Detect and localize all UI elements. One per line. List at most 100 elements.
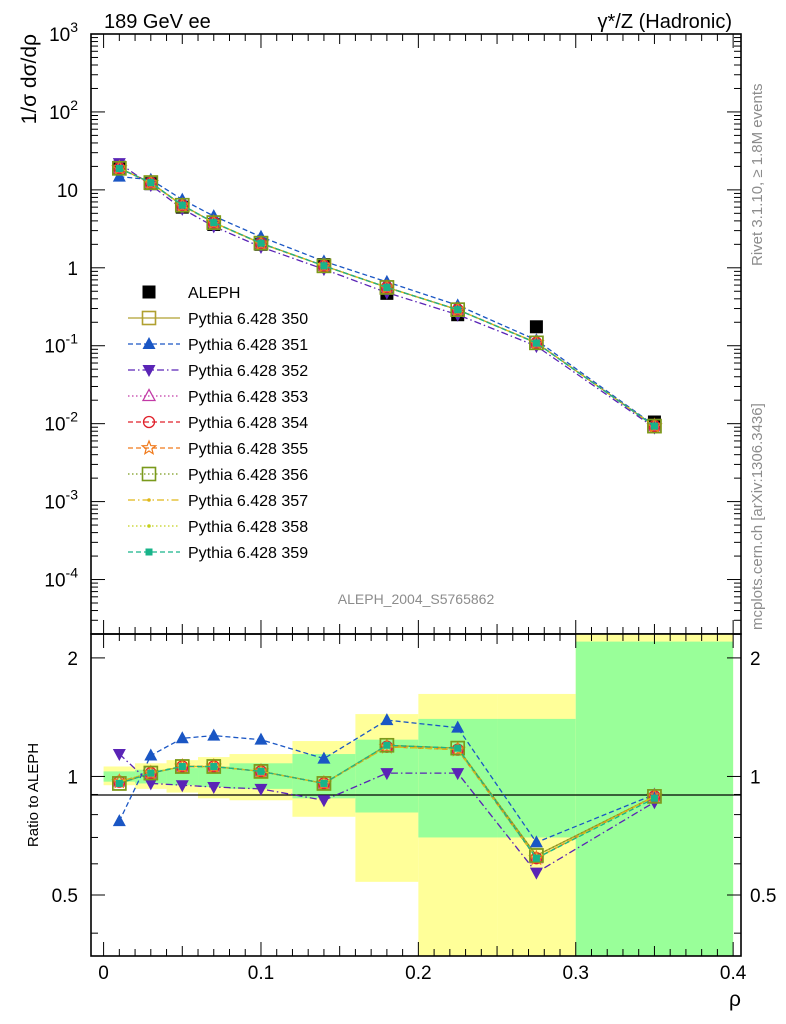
header-left-label: 189 GeV ee [104,11,211,33]
main-series-10-line [119,167,655,427]
y-tick-label: 1 [67,259,78,280]
main-series-7-point [450,302,466,317]
x-axis-label: ρ [729,988,741,1011]
ratio-series-1-point [317,751,331,764]
ratio-series-2-point [175,780,189,793]
legend-label: Pythia 6.428 357 [188,493,308,510]
ratio-series-2-point [112,749,126,762]
y-tick-label: 10-3 [44,487,78,514]
ratio-series-2-point [207,782,221,795]
ratio-series-9-point [650,794,658,802]
ratio-series-1-point [175,731,189,744]
y-axis-label: 1/σ dσ/dρ [18,34,41,124]
ratio-series-2-line [118,753,655,874]
ratio-y-tick-label: 2 [67,649,78,670]
ratio-series-2-point [144,778,158,791]
ratio-series-6-point [143,765,159,781]
legend-marker [141,388,157,402]
ratio-series-5-point [378,738,396,754]
main-series-7-point [529,335,544,351]
x-tick-label: 0.4 [720,963,747,984]
ratio-series-9-point [383,741,391,749]
ratio-y-tick-label-right: 0.5 [750,886,776,907]
ratio-series-1-point [529,835,543,848]
legend-marker [142,337,156,349]
main-panel-frame [90,33,742,635]
ratio-series-2-point [529,867,543,880]
main-series-7-point [143,175,159,190]
ratio-series-1-point [112,814,126,827]
main-series-7-point [206,215,222,230]
y-tick-label: 102 [49,97,78,124]
main-series-7-point [647,418,662,434]
legend-label: ALEPH [188,285,240,302]
ratio-series-9-point [320,779,328,787]
ratio-series-9-point [147,769,155,777]
main-series-10-point [257,239,265,247]
ratio-y-tick-label-right: 1 [750,767,761,788]
header-right-label: γ*/Z (Hadronic) [598,11,732,33]
ratio-series-6-point [647,789,662,804]
legend-marker [147,498,151,502]
stat-uncertainty-band [198,766,230,788]
ratio-series-1-point [380,713,394,726]
main-series-7-point [253,235,269,251]
main-series-10-point [210,219,218,227]
main-series-10-point [532,339,540,347]
x-tick-label: 0 [98,963,109,984]
legend-marker [142,415,156,429]
analysis-id-label: ALEPH_2004_S5765862 [338,591,495,607]
legend-label: Pythia 6.428 352 [188,363,308,380]
ratio-y-tick-label: 1 [67,767,78,788]
ratio-series-1-point [144,748,158,761]
ratio-panel-series [111,713,663,880]
main-series-2-line [119,175,655,426]
ratio-panel-frame [90,633,742,957]
stat-uncertainty-band [497,718,576,838]
ratio-y-axis-label: Ratio to ALEPH [25,743,42,847]
mcplots-credit-label: mcplots.cern.ch [arXiv:1306.3436] [749,403,766,630]
legend-label: Pythia 6.428 355 [188,441,308,458]
ratio-series-9-point [257,767,265,775]
ratio-series-6-point [174,759,190,774]
legend-label: Pythia 6.428 351 [188,337,308,354]
ratio-series-9-point [454,744,462,752]
rivet-version-label: Rivet 3.1.10, ≥ 1.8M events [749,84,766,267]
ratio-series-1-point [451,720,465,733]
main-series-10-point [178,201,186,209]
ratio-series-9-point [115,779,123,787]
legend-marker [140,439,158,456]
legend-marker [145,548,153,556]
legend-marker [141,310,157,326]
main-series-0-point [529,320,543,334]
ratio-series-9-point [178,762,186,770]
legend-label: Pythia 6.428 359 [188,545,308,562]
main-series-10-point [115,164,123,172]
y-tick-label: 10-1 [44,331,78,358]
ratio-series-1-point [207,728,221,741]
legend-marker [142,365,156,377]
y-tick-label: 103 [49,19,78,46]
ratio-series-1-line [118,719,655,844]
main-series-7-point [379,280,395,295]
ratio-series-2-point [254,783,268,796]
x-tick-label: 0.3 [563,963,589,984]
ratio-series-9-point [210,762,218,770]
y-tick-label: 10 [57,181,78,202]
ratio-y-tick-label-right: 2 [750,649,761,670]
ratio-series-2-point [317,795,331,808]
ratio-axis-labels: 0.5 0.5 1 1 2 2 0 0.1 0.2 0.3 0.4 ρ Ratio to ALEPH [25,649,776,1011]
ratio-panel-ticks [91,634,741,956]
legend-label: Pythia 6.428 358 [188,519,308,536]
ratio-y-tick-label: 0.5 [52,886,78,907]
main-series-10-point [147,179,155,187]
x-tick-label: 0.2 [405,963,431,984]
main-series-3-line [118,162,655,429]
y-tick-label: 10-4 [44,565,78,592]
legend-marker [141,466,157,482]
main-panel-series [111,158,663,435]
main-series-10-point [383,283,391,291]
legend-label: Pythia 6.428 356 [188,467,308,484]
